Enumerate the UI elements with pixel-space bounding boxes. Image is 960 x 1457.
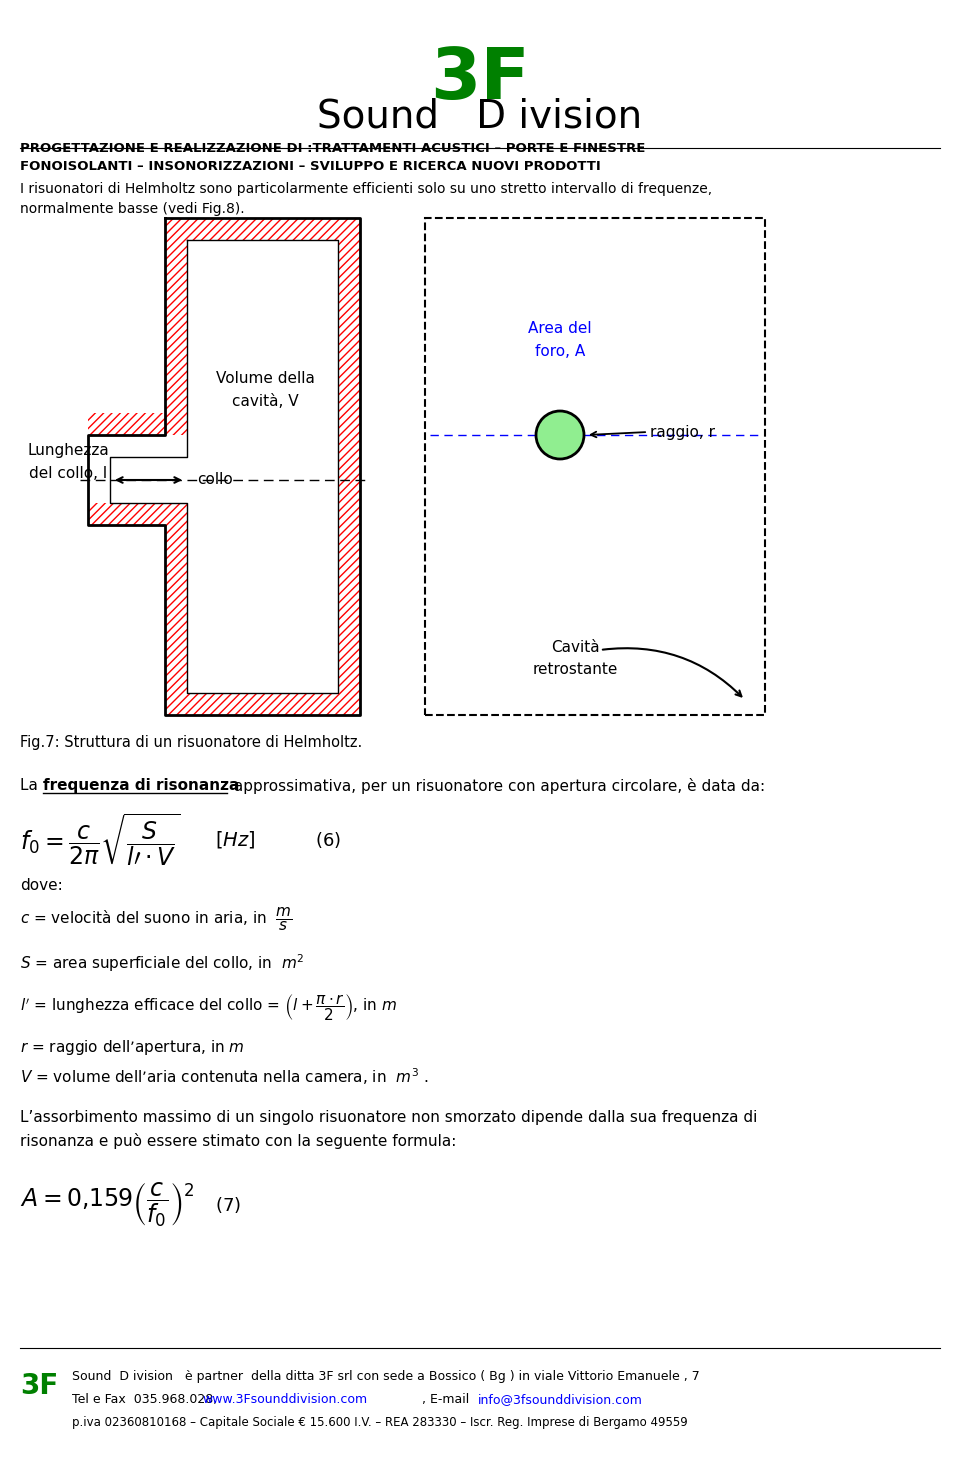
Text: I risuonatori di Helmholtz sono particolarmente efficienti solo su uno stretto i: I risuonatori di Helmholtz sono particol… <box>20 182 712 216</box>
Text: collo: collo <box>197 472 233 488</box>
Text: www.3Fsounddivision.com: www.3Fsounddivision.com <box>202 1393 367 1406</box>
Text: p.iva 02360810168 – Capitale Sociale € 15.600 I.V. – REA 283330 – Iscr. Reg. Imp: p.iva 02360810168 – Capitale Sociale € 1… <box>72 1416 687 1429</box>
Text: $V$ = volume dell’aria contenuta nella camera, in  $m^3$ .: $V$ = volume dell’aria contenuta nella c… <box>20 1067 428 1087</box>
Text: $f_0 = \dfrac{c}{2\pi}\sqrt{\dfrac{S}{l\prime \cdot V}}$: $f_0 = \dfrac{c}{2\pi}\sqrt{\dfrac{S}{l\… <box>20 812 180 868</box>
Bar <box>88 412 187 436</box>
Text: $(6)$: $(6)$ <box>315 830 341 849</box>
Bar <box>165 219 187 436</box>
Text: $A = 0{,}159\left(\dfrac{c}{f_0}\right)^2$: $A = 0{,}159\left(\dfrac{c}{f_0}\right)^… <box>20 1180 195 1230</box>
Text: Cavità
retrostante: Cavità retrostante <box>532 640 617 678</box>
Text: $r$ = raggio dell’apertura, in $m$: $r$ = raggio dell’apertura, in $m$ <box>20 1037 245 1056</box>
FancyBboxPatch shape <box>425 219 765 715</box>
Text: Lunghezza
del collo, l: Lunghezza del collo, l <box>27 443 108 481</box>
Text: Fig.7: Struttura di un risuonatore di Helmholtz.: Fig.7: Struttura di un risuonatore di He… <box>20 734 362 750</box>
Circle shape <box>536 411 584 459</box>
Bar <box>88 503 187 525</box>
Text: raggio, r: raggio, r <box>650 424 715 440</box>
Text: $(7)$: $(7)$ <box>215 1195 241 1215</box>
Text: 3F: 3F <box>20 1372 59 1400</box>
Bar <box>165 219 360 240</box>
Bar <box>165 694 360 715</box>
Text: 3F: 3F <box>430 45 530 114</box>
Text: $c$ = velocità del suono in aria, in  $\dfrac{m}{s}$: $c$ = velocità del suono in aria, in $\d… <box>20 906 293 932</box>
Text: frequenza di risonanza: frequenza di risonanza <box>43 778 239 793</box>
Text: L’assorbimento massimo di un singolo risuonatore non smorzato dipende dalla sua : L’assorbimento massimo di un singolo ris… <box>20 1110 757 1148</box>
Text: $l'$ = lunghezza efficace del collo = $\left(l + \dfrac{\pi \cdot r}{2}\right)$,: $l'$ = lunghezza efficace del collo = $\… <box>20 992 396 1023</box>
Text: info@3fsounddivision.com: info@3fsounddivision.com <box>478 1393 643 1406</box>
Text: $S$ = area superficiale del collo, in  $m^2$: $S$ = area superficiale del collo, in $m… <box>20 951 304 973</box>
Bar <box>338 219 360 715</box>
Text: PROGETTAZIONE E REALIZZAZIONE DI :TRATTAMENTI ACUSTICI – PORTE E FINESTRE
FONOIS: PROGETTAZIONE E REALIZZAZIONE DI :TRATTA… <box>20 141 645 173</box>
Text: approssimativa, per un risuonatore con apertura circolare, è data da:: approssimativa, per un risuonatore con a… <box>229 778 765 794</box>
Text: Area del
foro, A: Area del foro, A <box>528 322 591 358</box>
Text: dove:: dove: <box>20 879 62 893</box>
Text: , E-mail: , E-mail <box>418 1393 473 1406</box>
Bar <box>165 525 187 715</box>
Text: $\left[Hz\right]$: $\left[Hz\right]$ <box>215 829 255 851</box>
Text: Tel e Fax  035.968.028,: Tel e Fax 035.968.028, <box>72 1393 226 1406</box>
Text: Volume della
cavità, V: Volume della cavità, V <box>216 372 315 408</box>
Text: Sound  D ivision   è partner  della ditta 3F srl con sede a Bossico ( Bg ) in vi: Sound D ivision è partner della ditta 3F… <box>72 1370 700 1383</box>
Text: La: La <box>20 778 43 793</box>
Text: Sound   D ivision: Sound D ivision <box>318 98 642 136</box>
